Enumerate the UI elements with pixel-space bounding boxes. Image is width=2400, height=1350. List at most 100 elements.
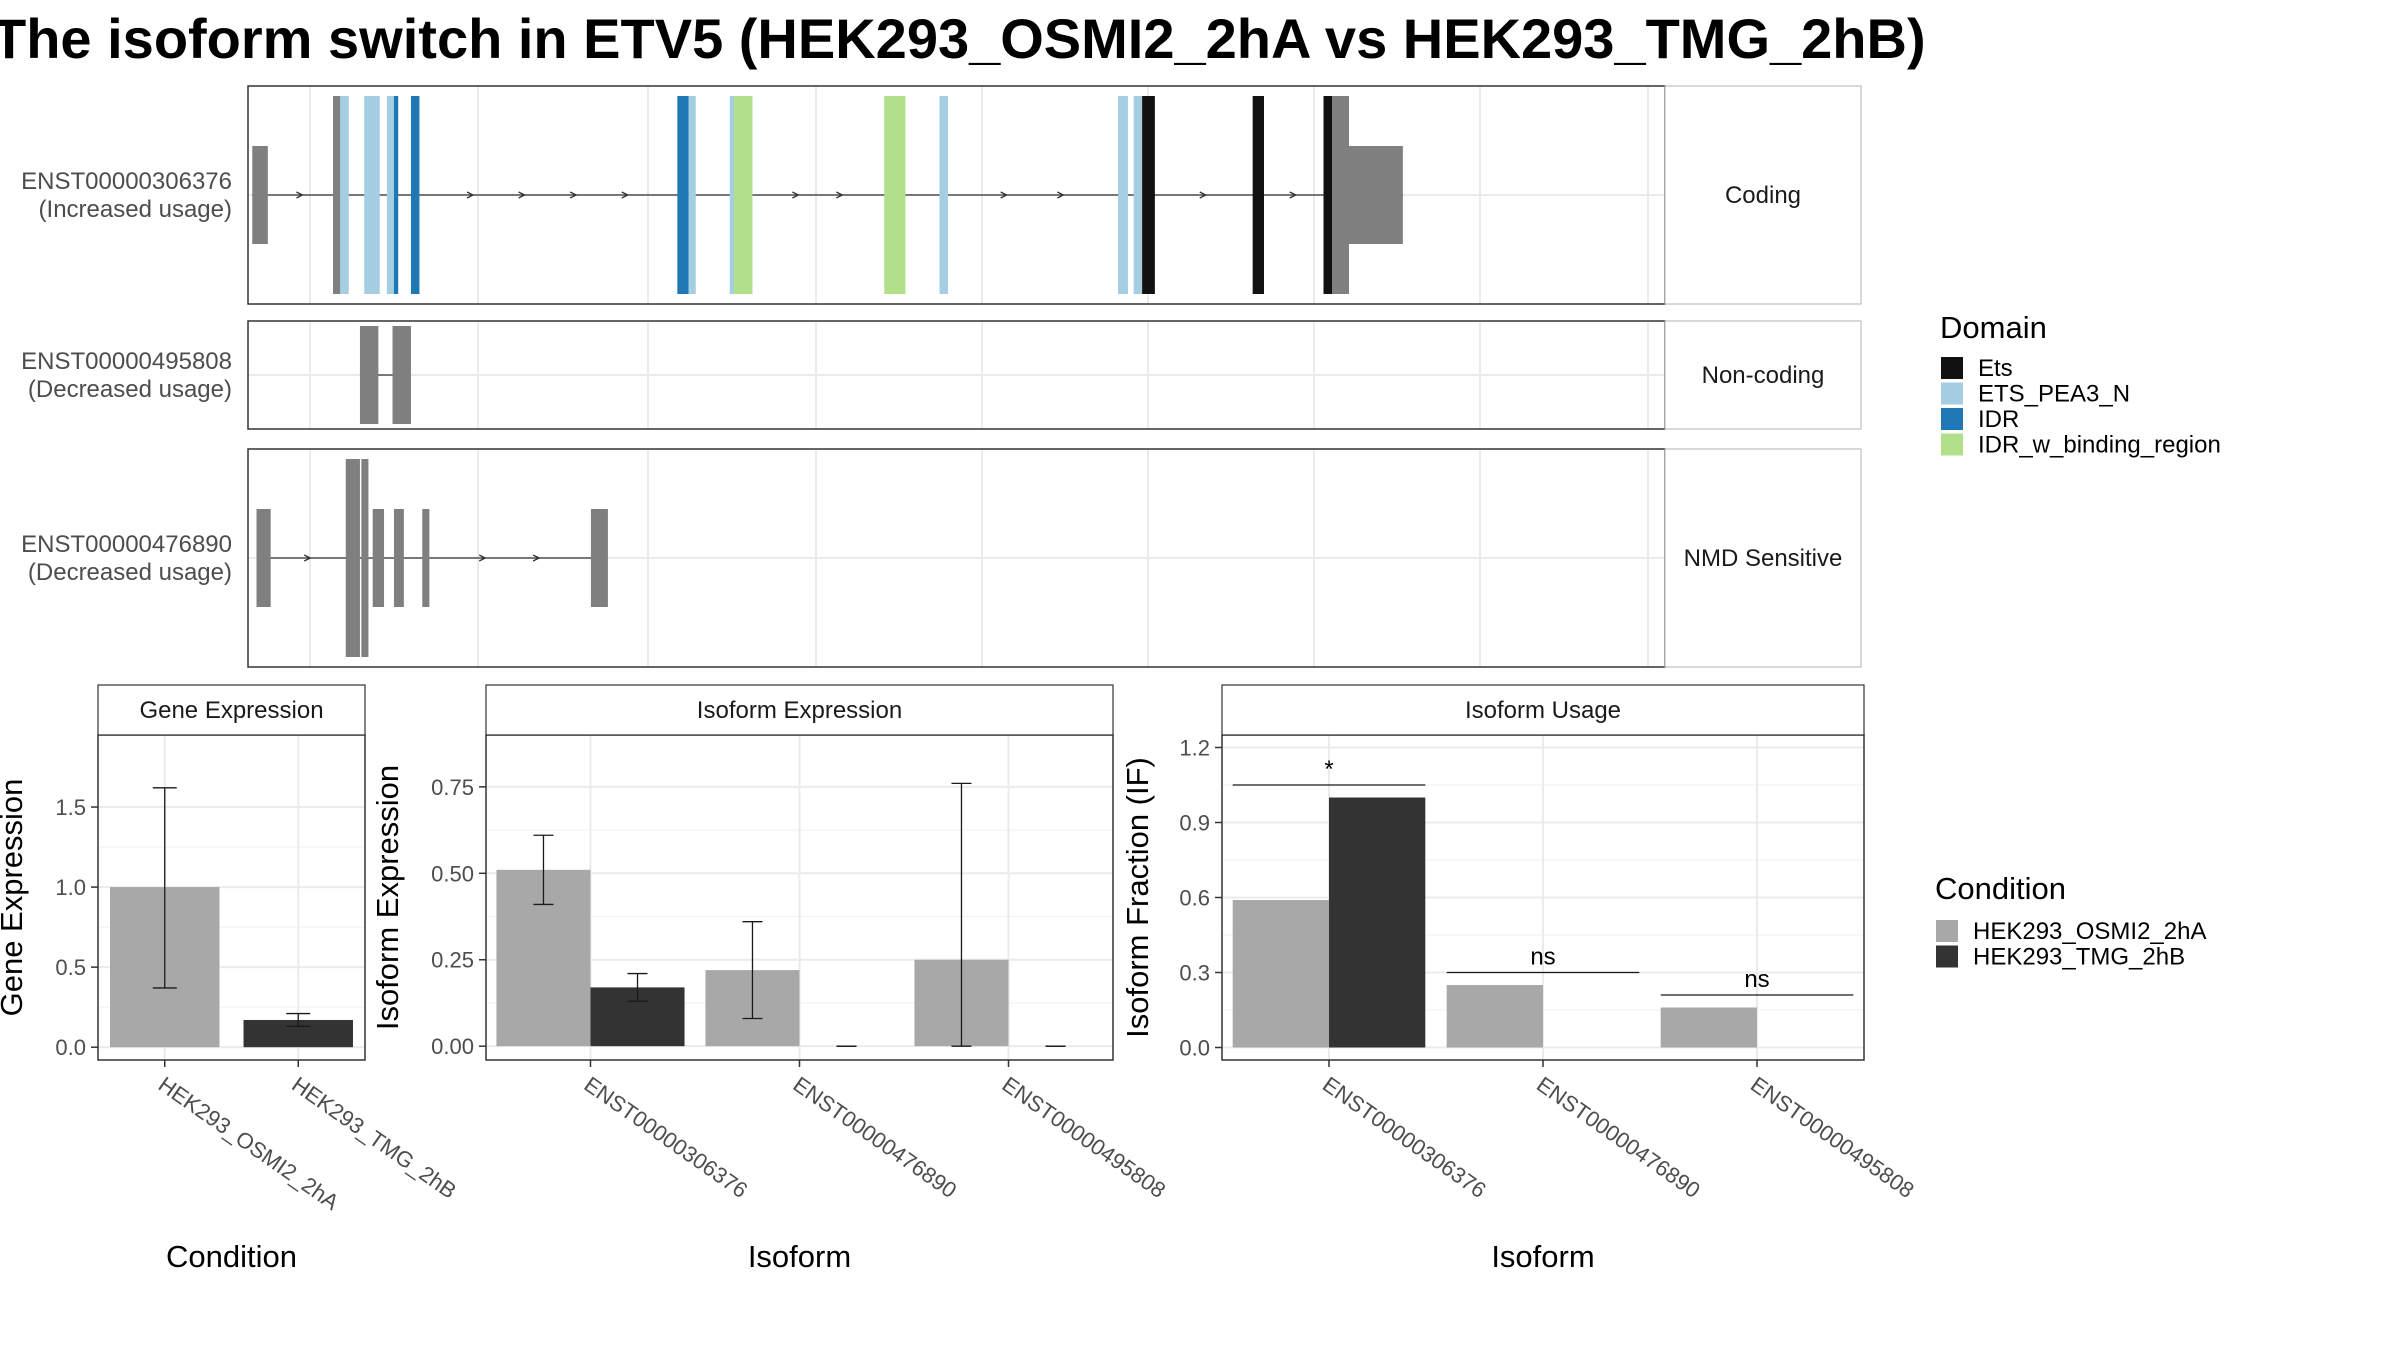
exon-block (345, 459, 360, 657)
y-tick-label: 0.25 (431, 948, 474, 973)
y-tick-label: 0.50 (431, 861, 474, 886)
exon-block (729, 96, 735, 294)
figure-title: The isoform switch in ETV5 (HEK293_OSMI2… (0, 7, 1926, 70)
exon-block (1142, 96, 1155, 294)
domain-legend-title: Domain (1940, 310, 2047, 345)
bar (1329, 797, 1426, 1048)
facet-strip (485, 684, 1114, 736)
exon-block (364, 96, 380, 294)
legend-label-Ets: Ets (1978, 355, 2013, 382)
intron-direction-arrow (466, 191, 475, 199)
x-tick-label: ENST00000495808 (1746, 1072, 1919, 1203)
isoform-structure-panel: Coding ENST00000306376(Increased usage) No… (21, 85, 1862, 668)
x-axis-title: Isoform (748, 1239, 851, 1274)
exon-block (361, 459, 369, 657)
intron-direction-arrow (569, 191, 578, 199)
exon-block (688, 96, 696, 294)
exon-block (359, 326, 379, 424)
exon-block (884, 96, 906, 294)
chart-isoform-usage: * ns ns Isoform Usage 0.0 0.3 0.6 0.9 1.2 ENST000… (1120, 684, 1919, 1274)
facet-strip (97, 684, 366, 736)
legend-key-HEK293_TMG_2hB (1936, 945, 1958, 968)
intron-direction-arrow (621, 191, 630, 199)
y-tick-label: 0.0 (55, 1035, 86, 1060)
exon-block (393, 509, 404, 607)
significance-label: ns (1744, 966, 1769, 993)
exon-block (590, 509, 608, 607)
domain-legend: Domain EtsETS_PEA3_NIDRIDR_w_binding_regi… (1940, 310, 2221, 459)
significance-label: ns (1530, 944, 1555, 971)
exon-block (1332, 96, 1350, 294)
isoform-usage-note: (Decreased usage) (28, 559, 232, 586)
bar-charts: Gene Expression0.00.51.01.5HEK293_OSMI2_… (0, 684, 1919, 1274)
isoform-usage-note: (Decreased usage) (28, 376, 232, 403)
exon-block (1252, 96, 1264, 294)
x-tick-label: ENST00000495808 (998, 1072, 1171, 1203)
chart-isoform-expression: Isoform Expression 0.00 0.25 0.50 0.75 ENST00… (370, 684, 1171, 1274)
significance-label: * (1324, 756, 1333, 783)
exon-block (677, 96, 689, 294)
facet-strip-label: Gene Expression (139, 697, 323, 724)
intron-direction-arrow (1057, 191, 1065, 199)
facet-strip-label: Isoform Usage (1465, 697, 1621, 724)
legend-key-IDR_w_binding_region (1941, 433, 1963, 456)
exon-block (1323, 96, 1333, 294)
isoform-row-ENST00000476890: NMD Sensitive ENST00000476890(Decreased u… (21, 448, 1862, 668)
exon-block (252, 146, 268, 244)
x-tick-label: ENST00000306376 (1318, 1072, 1491, 1203)
x-axis-title: Isoform (1491, 1239, 1594, 1274)
intron-direction-arrow (792, 191, 800, 199)
intron-direction-arrow (296, 191, 304, 199)
y-axis-title: Isoform Expression (370, 765, 405, 1030)
legend-key-Ets (1941, 357, 1963, 379)
intron-direction-arrow (1199, 191, 1208, 199)
bar (1660, 1007, 1757, 1048)
category-strip (1664, 85, 1862, 305)
legend-label-HEK293_OSMI2_2hA: HEK293_OSMI2_2hA (1973, 918, 2206, 945)
y-tick-label: 0.3 (1179, 961, 1210, 986)
exon-block (392, 326, 411, 424)
y-tick-label: 1.2 (1179, 736, 1210, 761)
y-axis-title: Isoform Fraction (IF) (1120, 757, 1155, 1038)
isoform-row-ENST00000306376: Coding ENST00000306376(Increased usage) (21, 85, 1862, 305)
intron-direction-arrow (836, 191, 844, 199)
exon-block (393, 96, 399, 294)
x-axis-title: Condition (166, 1239, 297, 1274)
category-label: Non-coding (1702, 362, 1825, 389)
category-label: NMD Sensitive (1684, 545, 1843, 572)
legend-key-ETS_PEA3_N (1941, 382, 1963, 405)
y-tick-label: 0.5 (55, 955, 86, 980)
x-tick-label: ENST00000306376 (580, 1072, 753, 1203)
intron-direction-arrow (1289, 191, 1298, 199)
intron-direction-arrow (532, 554, 541, 562)
exon-block (422, 509, 430, 607)
y-tick-label: 0.6 (1179, 886, 1210, 911)
legend-key-HEK293_OSMI2_2hA (1936, 920, 1958, 942)
intron-direction-arrow (303, 554, 312, 562)
exon-block (340, 96, 349, 294)
y-axis-title: Gene Expression (0, 779, 29, 1017)
exon-block (386, 96, 394, 294)
legend-label-HEK293_TMG_2hB: HEK293_TMG_2hB (1973, 944, 2185, 971)
facet-strip (1221, 684, 1865, 736)
y-tick-label: 0.9 (1179, 811, 1210, 836)
exon-block (734, 96, 753, 294)
legend-label-IDR_w_binding_region: IDR_w_binding_region (1978, 432, 2221, 459)
isoform-usage-note: (Increased usage) (39, 196, 232, 223)
exon-block (1118, 96, 1128, 294)
intron-direction-arrow (1000, 191, 1009, 199)
condition-legend-title: Condition (1935, 871, 2066, 906)
isoform-id-label: ENST00000306376 (21, 168, 232, 195)
intron-direction-arrow (518, 191, 527, 199)
isoform-row-ENST00000495808: Non-coding ENST00000495808(Decreased usag… (21, 320, 1862, 430)
exon-block (256, 509, 271, 607)
exon-block (372, 509, 385, 607)
category-strip (1664, 320, 1862, 430)
legend-label-ETS_PEA3_N: ETS_PEA3_N (1978, 381, 2130, 408)
exon-block (1133, 96, 1143, 294)
exon-block (939, 96, 948, 294)
x-tick-label: ENST00000476890 (789, 1072, 962, 1203)
category-label: Coding (1725, 182, 1801, 209)
y-tick-label: 0.00 (431, 1034, 474, 1059)
